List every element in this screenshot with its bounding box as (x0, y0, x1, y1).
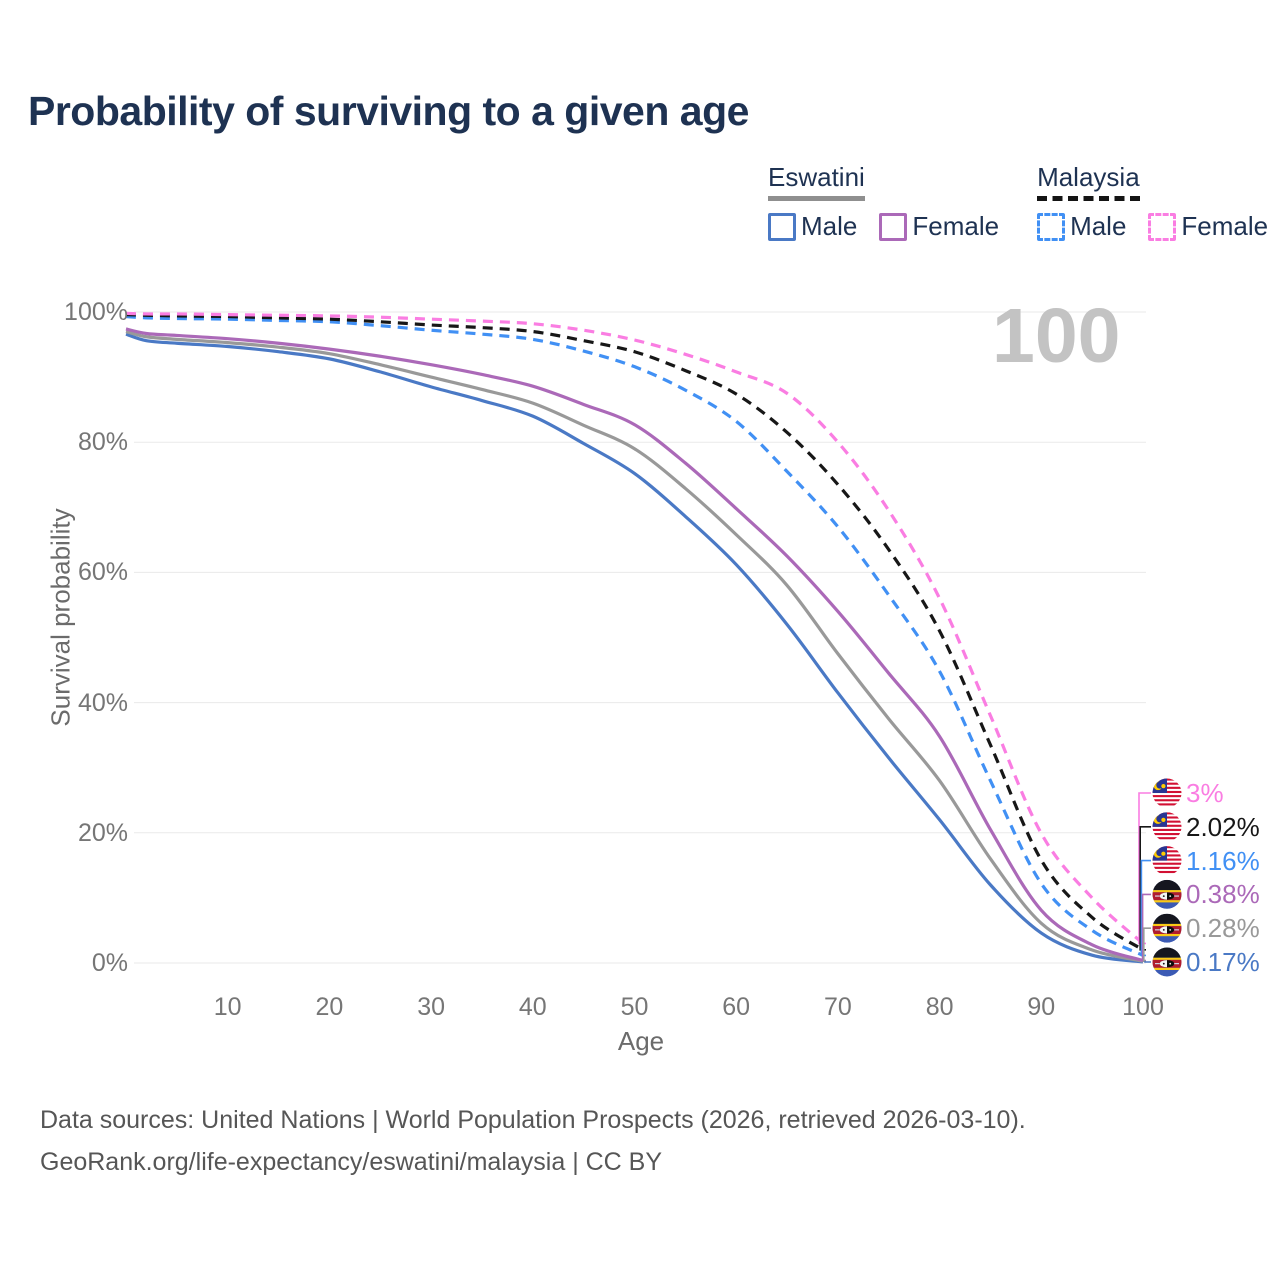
series-line-malaysia-female (125, 311, 1145, 945)
x-tick-label: 50 (620, 993, 649, 1021)
flag-malaysia-icon (1152, 846, 1182, 876)
x-tick-label: 40 (518, 993, 547, 1021)
flag-malaysia-icon (1152, 812, 1182, 842)
legend-item-malaysia-female[interactable]: Female (1148, 211, 1268, 242)
x-tick-label: 80 (925, 993, 954, 1021)
flag-eswatini-icon (1152, 913, 1182, 943)
legend-item-label: Male (1070, 211, 1127, 241)
x-axis-title: Age (617, 1026, 665, 1056)
legend-item-malaysia-male[interactable]: Male (1037, 211, 1126, 242)
y-tick-label: 0% (91, 949, 128, 977)
y-tick-label: 100% (64, 298, 128, 326)
legend-group-malaysia: Malaysia Male Female (1037, 162, 1268, 242)
footer-attribution: GeoRank.org/life-expectancy/eswatini/mal… (40, 1148, 663, 1176)
end-label-flags (1152, 778, 1182, 977)
flag-eswatini-icon (1152, 947, 1182, 977)
x-tick-label: 100 (1122, 993, 1164, 1021)
end-label-connectors (1138, 792, 1151, 963)
y-tick-label: 40% (77, 688, 128, 717)
y-tick-label: 20% (77, 818, 128, 847)
y-tick-label: 80% (77, 428, 128, 457)
legend-item-label: Female (912, 211, 1000, 241)
legend-swatch-eswatini-male-icon (768, 212, 796, 241)
legend: Eswatini Male Female Malaysia Male (768, 162, 1268, 242)
x-tick-label: 60 (722, 993, 751, 1021)
end-label-malaysia-male: 1.16% (1186, 845, 1260, 876)
legend-item-label: Male (801, 211, 858, 241)
hover-age-watermark: 100 (992, 293, 1121, 379)
gridlines (134, 311, 1146, 964)
series-curves (125, 311, 1145, 964)
legend-group-title-malaysia[interactable]: Malaysia (1037, 162, 1140, 201)
legend-item-label: Female (1181, 211, 1269, 241)
x-tick-label: 30 (417, 993, 445, 1021)
end-label-malaysia-both: 2.02% (1186, 811, 1260, 842)
end-label-eswatini-both: 0.28% (1186, 913, 1260, 944)
legend-swatch-malaysia-male-icon (1037, 212, 1066, 241)
x-tick-label: 90 (1027, 993, 1056, 1021)
series-line-eswatini-male (125, 332, 1144, 964)
legend-item-eswatini-male[interactable]: Male (768, 211, 857, 242)
legend-swatch-eswatini-female-icon (879, 212, 908, 241)
x-tick-label: 20 (315, 993, 344, 1021)
series-line-malaysia-male (125, 314, 1144, 957)
flag-eswatini-icon (1152, 879, 1182, 909)
footer-data-sources: Data sources: United Nations | World Pop… (40, 1106, 1026, 1134)
legend-row-eswatini: Male Female (768, 211, 999, 242)
legend-row-malaysia: Male Female (1037, 211, 1268, 242)
legend-group-eswatini: Eswatini Male Female (768, 162, 999, 242)
y-tick-label: 60% (77, 558, 128, 587)
chart-title: Probability of surviving to a given age (28, 88, 749, 134)
series-line-eswatini-female (125, 327, 1144, 963)
end-label-eswatini-male: 0.17% (1186, 947, 1260, 977)
flag-malaysia-icon (1152, 778, 1182, 808)
end-label-eswatini-female: 0.38% (1186, 879, 1260, 910)
series-line-malaysia-both (125, 313, 1144, 952)
legend-item-eswatini-female[interactable]: Female (879, 211, 999, 242)
legend-group-title-eswatini[interactable]: Eswatini (768, 162, 865, 201)
end-label-malaysia-female: 3% (1186, 778, 1224, 808)
x-tick-label: 10 (213, 993, 242, 1021)
y-axis-title: Survival probability (45, 508, 76, 727)
x-tick-label: 70 (823, 993, 852, 1021)
legend-swatch-malaysia-female-icon (1148, 212, 1177, 241)
series-line-eswatini-both (125, 329, 1144, 963)
